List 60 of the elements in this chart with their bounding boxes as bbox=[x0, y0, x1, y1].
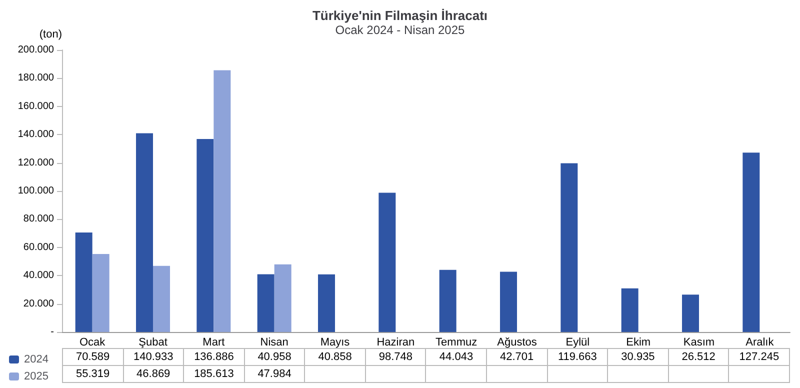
y-tick-label: 140.000 bbox=[18, 129, 54, 140]
data-label: 119.663 bbox=[547, 348, 608, 366]
x-tick-label: Mayıs bbox=[320, 336, 350, 348]
data-label: 185.613 bbox=[184, 366, 244, 382]
y-axis-title: (ton) bbox=[39, 28, 62, 40]
y-tick-label: 100.000 bbox=[18, 186, 54, 196]
x-tick-label: Mart bbox=[202, 336, 225, 348]
data-label: 40.858 bbox=[304, 348, 366, 366]
bar bbox=[560, 163, 578, 332]
chart-title: Türkiye'nin Filmaşin İhracatı bbox=[312, 8, 488, 23]
bar bbox=[378, 192, 396, 332]
y-tick-label: 80.000 bbox=[23, 214, 54, 225]
y-tick-label: 180.000 bbox=[18, 72, 54, 84]
data-label: 42.701 bbox=[486, 348, 548, 366]
y-tick-label: - bbox=[50, 326, 54, 338]
y-tick-label: 20.000 bbox=[23, 298, 54, 310]
data-label: 98.748 bbox=[365, 348, 426, 366]
data-label: 30.935 bbox=[608, 348, 668, 366]
x-tick-label: Şubat bbox=[138, 336, 168, 348]
bar bbox=[214, 70, 231, 332]
x-tick-label: Eylül bbox=[566, 336, 590, 348]
data-label: 44.043 bbox=[426, 348, 487, 366]
bar bbox=[136, 133, 153, 332]
data-label: 70.589 bbox=[62, 348, 124, 366]
bar bbox=[742, 152, 760, 332]
x-tick-label: Kasım bbox=[683, 336, 715, 348]
y-tick-label: 200.000 bbox=[18, 44, 54, 56]
data-label: 46.869 bbox=[123, 366, 184, 382]
y-tick-label: 40.000 bbox=[23, 270, 54, 282]
x-tick-label: Nisan bbox=[260, 336, 288, 348]
bar bbox=[439, 270, 456, 332]
y-tick-label: 60.000 bbox=[23, 242, 54, 253]
chart-subtitle: Ocak 2024 - Nisan 2025 bbox=[335, 23, 466, 37]
bar bbox=[257, 274, 274, 332]
bar bbox=[682, 294, 699, 332]
legend-label: 2024 bbox=[24, 354, 48, 366]
bar bbox=[75, 232, 92, 332]
data-label: 47.984 bbox=[244, 366, 305, 382]
legend-label: 2025 bbox=[24, 370, 48, 382]
x-tick-label: Haziran bbox=[376, 336, 415, 348]
x-tick-label: Ocak bbox=[79, 336, 106, 348]
bar bbox=[621, 288, 638, 332]
bar bbox=[92, 254, 110, 332]
bar bbox=[274, 264, 292, 332]
data-label: 40.958 bbox=[244, 348, 305, 366]
x-tick-label: Aralık bbox=[746, 336, 774, 348]
data-label: 127.245 bbox=[728, 348, 790, 366]
x-tick-label: Temmuz bbox=[436, 336, 478, 348]
x-tick-label: Ağustos bbox=[497, 336, 538, 348]
data-label: 136.886 bbox=[184, 348, 244, 366]
y-tick-label: 120.000 bbox=[18, 157, 54, 168]
bar bbox=[196, 138, 214, 332]
bar bbox=[153, 266, 170, 332]
bar bbox=[500, 272, 517, 332]
bar bbox=[318, 274, 335, 332]
data-label: 26.512 bbox=[668, 348, 729, 366]
data-label: 140.933 bbox=[123, 348, 184, 366]
data-label: 55.319 bbox=[62, 366, 124, 382]
x-tick-label: Ekim bbox=[626, 336, 651, 348]
y-tick-label: 160.000 bbox=[18, 100, 54, 112]
